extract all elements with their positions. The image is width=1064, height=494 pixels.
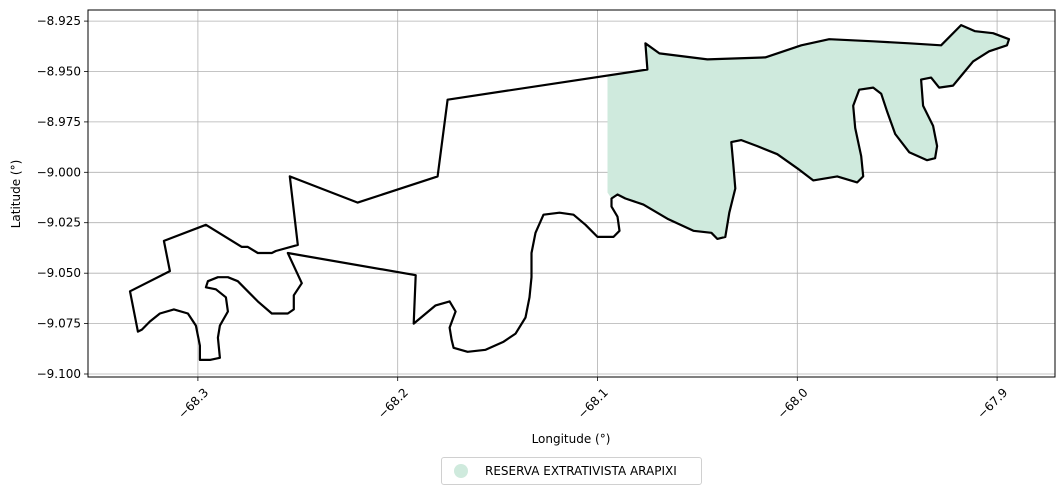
y-tick-label: −8.975 (37, 115, 81, 129)
y-axis-label: Latitude (°) (9, 160, 23, 229)
reserve-boundary (128, 24, 1011, 361)
reserve-area (607, 25, 1009, 239)
plot-frame (87, 9, 1056, 378)
legend: RESERVA EXTRATIVISTA ARAPIXI (441, 457, 702, 485)
y-tick-label: −8.925 (37, 14, 81, 28)
reserve-fill (607, 25, 1009, 239)
y-tick-label: −9.075 (37, 317, 81, 331)
legend-label: RESERVA EXTRATIVISTA ARAPIXI (485, 464, 677, 478)
x-axis-label: Longitude (°) (532, 432, 611, 446)
y-tick-label: −8.950 (37, 65, 81, 79)
legend-marker (454, 464, 468, 478)
y-axis-ticks: −8.925 −8.950 −8.975 −9.000 −9.025 −9.050 −9.0… (37, 14, 88, 381)
y-tick-label: −9.100 (37, 367, 81, 381)
y-tick-label: −9.050 (37, 266, 81, 280)
boundary-outline (128, 24, 1011, 361)
y-tick-label: −9.000 (37, 165, 81, 179)
y-tick-label: −9.025 (37, 216, 81, 230)
